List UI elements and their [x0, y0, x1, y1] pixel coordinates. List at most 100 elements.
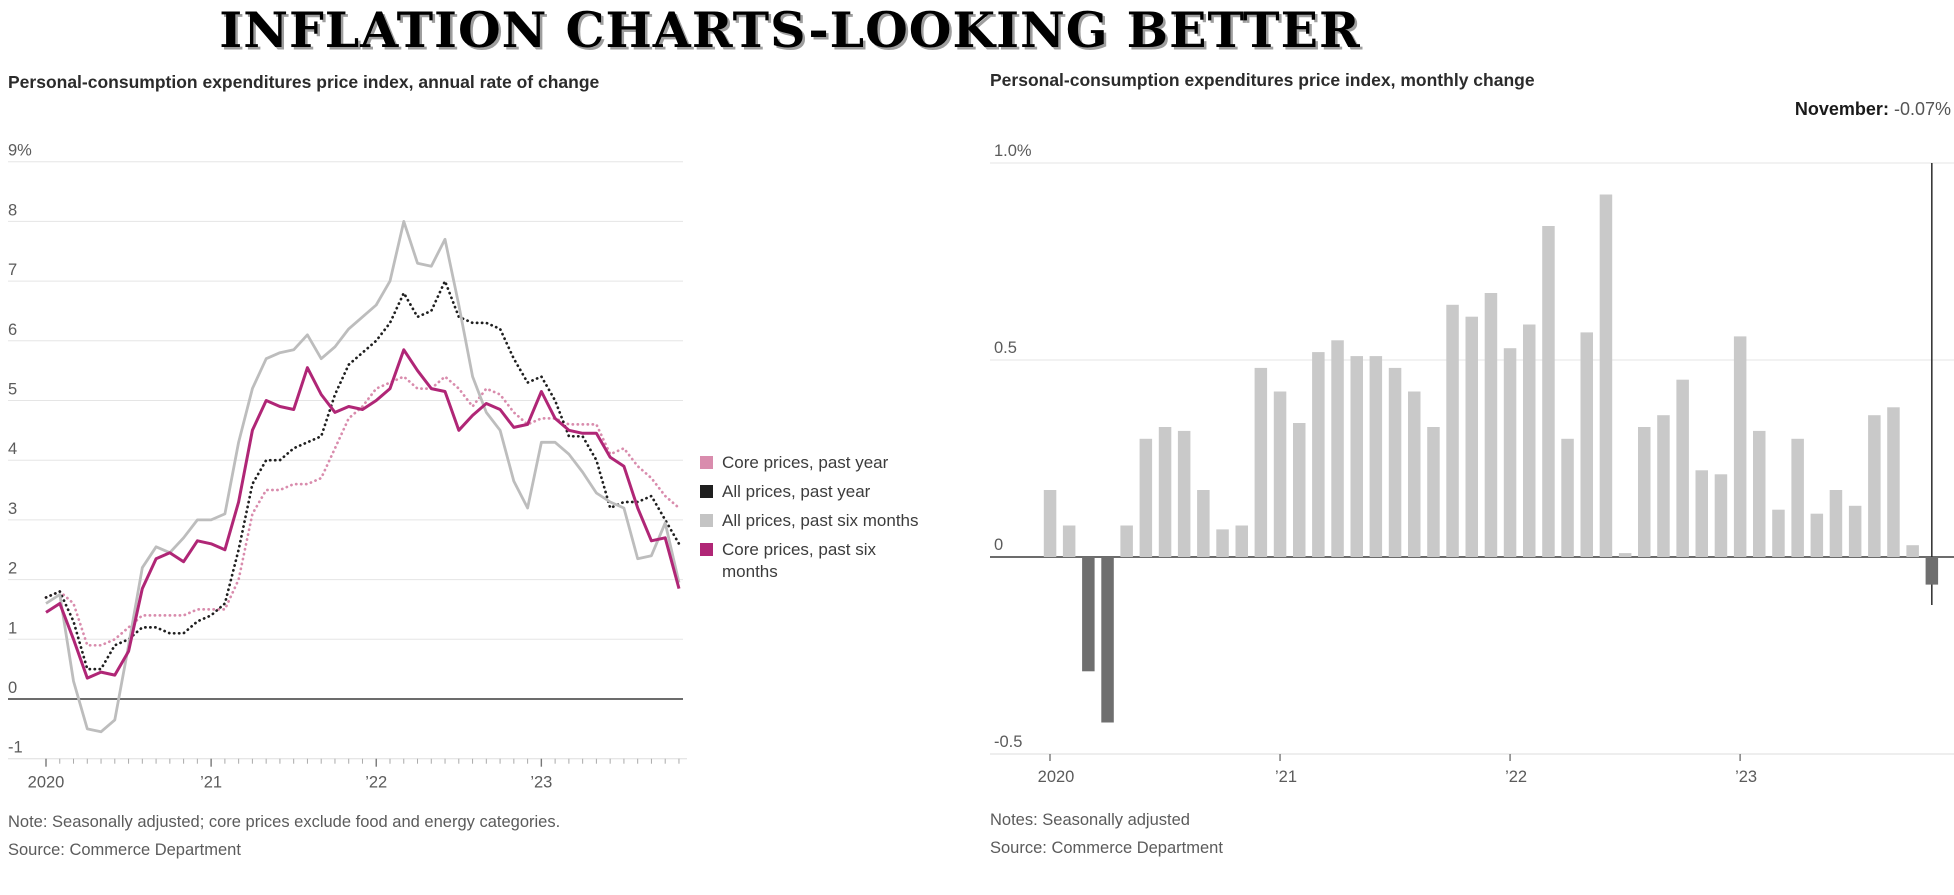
legend-label: Core prices, past year — [722, 453, 889, 472]
bar — [1657, 415, 1670, 557]
x-tick-label: ’21 — [200, 774, 222, 792]
legend-swatch — [700, 485, 713, 498]
legend-item: Core prices, past year — [700, 452, 1000, 474]
bar — [1676, 379, 1689, 557]
y-tick-label: 5 — [8, 381, 17, 399]
y-tick-label: 4 — [8, 440, 17, 458]
x-tick-label: ’23 — [1735, 768, 1757, 786]
bar — [1561, 438, 1574, 557]
series-line — [45, 348, 681, 680]
bar — [1158, 427, 1172, 557]
bar — [1733, 336, 1747, 557]
y-tick-label: 3 — [8, 500, 17, 518]
bar — [1312, 352, 1325, 557]
bar — [1235, 525, 1248, 557]
y-tick-label: 1 — [8, 619, 17, 637]
bar — [1465, 316, 1478, 557]
bar — [1618, 553, 1632, 557]
right-chart-notes: Notes: Seasonally adjusted Source: Comme… — [990, 806, 1590, 862]
page-title: INFLATION CHARTS-LOOKING BETTER — [219, 1, 1361, 59]
bar — [1887, 407, 1900, 557]
left-line-chart: 9% 8 7 6 5 4 3 2 1 0 -1 2020 ’21 ’22 ’23 — [8, 142, 687, 792]
x-tick-label: 2020 — [1038, 768, 1075, 786]
annotation-value: -0.07% — [1893, 99, 1951, 119]
left-chart-source: Source: Commerce Department — [8, 841, 241, 859]
bar — [1177, 430, 1191, 557]
legend-swatch — [700, 514, 713, 527]
legend-item: All prices, past year — [700, 481, 1000, 503]
bar — [1139, 438, 1153, 557]
annotation-label: November: — [1794, 99, 1889, 119]
left-chart-title: Personal-consumption expenditures price … — [8, 72, 600, 92]
bar — [1638, 427, 1651, 557]
bar — [1216, 529, 1229, 557]
bar — [1484, 293, 1498, 557]
right-chart-title: Personal-consumption expenditures price … — [990, 70, 1535, 90]
bar — [1829, 490, 1843, 557]
bar — [1868, 415, 1881, 557]
series-line — [44, 375, 681, 647]
bar — [1791, 438, 1804, 557]
bar — [1101, 557, 1114, 723]
y-tick-label: -1 — [8, 739, 23, 757]
bar — [1293, 423, 1306, 557]
bar — [1254, 367, 1268, 557]
bar — [1503, 348, 1517, 557]
bar — [1331, 340, 1344, 557]
bar — [1388, 367, 1402, 557]
y-tick-label: 7 — [8, 261, 17, 279]
legend-label: All prices, past year — [722, 482, 871, 501]
right-bar-chart: 1.0% 0.5 0 -0.5 2020 ’21 ’22 ’23 — [990, 142, 1954, 786]
bar — [1408, 391, 1421, 557]
bar — [1273, 391, 1287, 557]
bar — [1062, 525, 1076, 557]
bar — [1772, 509, 1785, 557]
legend-swatch — [700, 543, 713, 556]
right-chart-source: Source: Commerce Department — [990, 839, 1223, 857]
right-chart-note: Notes: Seasonally adjusted — [990, 811, 1190, 829]
bar — [1810, 513, 1824, 557]
bar — [1043, 490, 1057, 557]
bar — [1906, 545, 1919, 557]
y-tick-label: 6 — [8, 321, 17, 339]
x-tick-label: 2020 — [28, 774, 65, 792]
bar — [1427, 427, 1440, 557]
legend-swatch — [700, 456, 713, 469]
x-tick-label: ’21 — [1275, 768, 1297, 786]
legend-item: All prices, past six months — [700, 510, 1000, 532]
bar — [1925, 557, 1939, 585]
bar — [1695, 470, 1708, 557]
bar — [1350, 356, 1363, 557]
series-line — [45, 220, 681, 734]
bar — [1369, 356, 1383, 557]
bar — [1714, 474, 1728, 557]
legend-label: All prices, past six months — [722, 511, 919, 530]
bar — [1753, 430, 1766, 557]
left-chart-note: Note: Seasonally adjusted; core prices e… — [8, 813, 561, 831]
bar — [1082, 557, 1095, 672]
bar — [1523, 324, 1536, 557]
y-tick-label: 9% — [8, 142, 32, 160]
legend-item: Core prices, past six months — [700, 539, 1000, 583]
x-tick-label: ’22 — [1505, 768, 1527, 786]
y-tick-label: 8 — [8, 201, 17, 219]
y-tick-label: -0.5 — [994, 733, 1022, 751]
bar — [1120, 525, 1133, 557]
left-chart-legend: Core prices, past year All prices, past y… — [700, 452, 1000, 590]
x-tick-label: ’23 — [530, 774, 552, 792]
y-tick-label: 1.0% — [994, 142, 1032, 160]
bar — [1580, 332, 1593, 557]
y-tick-label: 0 — [994, 536, 1003, 554]
y-tick-label: 0 — [8, 679, 17, 697]
bar — [1599, 194, 1613, 557]
bar — [1848, 505, 1862, 557]
november-annotation: November: -0.07% — [1795, 99, 1951, 120]
series-line — [44, 279, 681, 671]
legend-label: Core prices, past six months — [722, 540, 876, 581]
left-chart-notes: Note: Seasonally adjusted; core prices e… — [8, 808, 708, 864]
x-tick-label: ’22 — [365, 774, 387, 792]
bar — [1197, 490, 1210, 557]
bar — [1446, 304, 1459, 557]
bar — [1542, 226, 1555, 557]
